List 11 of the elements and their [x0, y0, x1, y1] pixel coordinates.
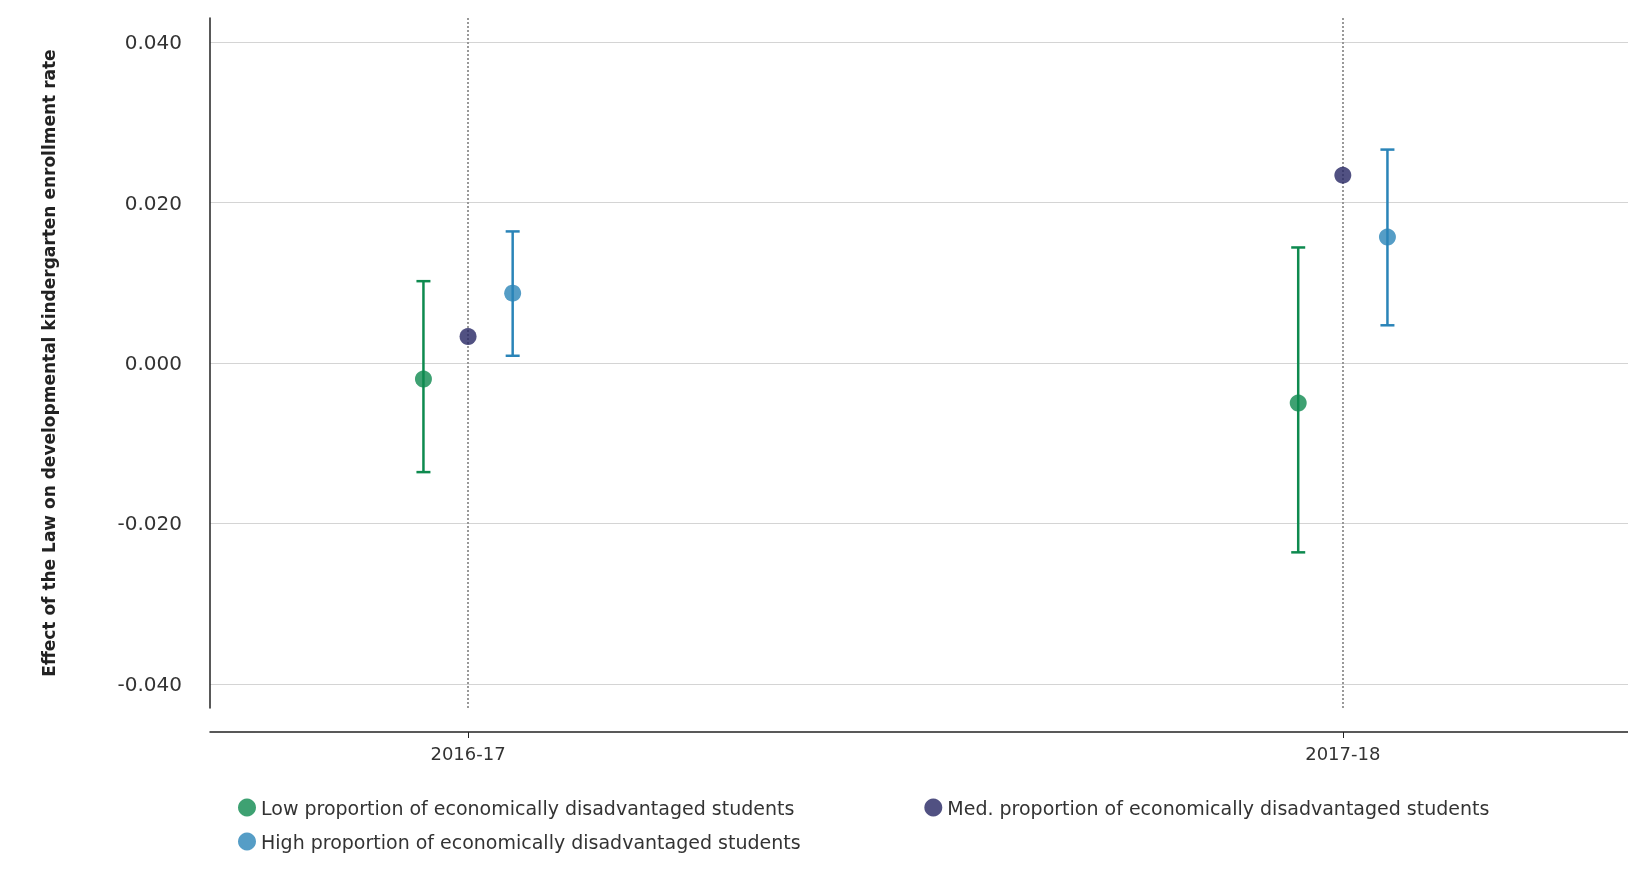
y-tick-label: 0.020: [124, 190, 182, 215]
y-tick-label: -0.040: [117, 671, 182, 696]
x-tick-label: 2017-18: [1305, 742, 1381, 764]
legend-label: High proportion of economically disadvantaged students: [261, 830, 801, 853]
x-tick-label: 2016-17: [430, 742, 506, 764]
y-tick-label: -0.020: [117, 511, 182, 536]
y-axis-title: Effect of the Law on developmental kindergarten enrollment rate: [39, 49, 59, 677]
legend-label: Low proportion of economically disadvantaged students: [261, 796, 795, 819]
y-tick-label: 0.040: [124, 30, 182, 55]
legend-label: Med. proportion of economically disadvantaged students: [947, 796, 1490, 819]
y-tick-label: 0.000: [124, 351, 182, 375]
